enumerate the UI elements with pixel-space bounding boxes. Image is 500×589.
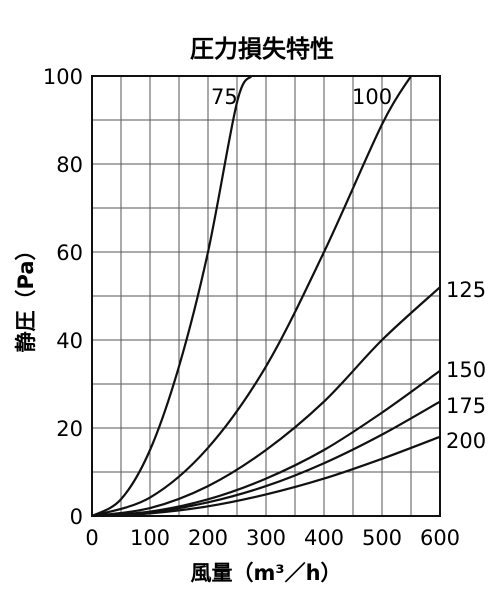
chart-title: 圧力損失特性 xyxy=(190,35,334,63)
y-tick-label: 60 xyxy=(56,241,83,265)
series-labels: 75 100 125 150 175 200 xyxy=(211,85,486,453)
series-label-200: 200 xyxy=(446,429,486,453)
y-tick-label: 100 xyxy=(43,65,83,89)
x-tick-labels: 0 100 200 300 400 500 600 xyxy=(85,526,460,550)
y-tick-label: 80 xyxy=(56,153,83,177)
x-tick-label: 500 xyxy=(362,526,402,550)
series-curve-200 xyxy=(92,435,440,516)
x-axis-label: 風量（m³／h） xyxy=(190,561,341,585)
x-tick-label: 400 xyxy=(304,526,344,550)
series-curves xyxy=(92,76,440,516)
x-tick-label: 0 xyxy=(85,526,98,550)
x-tick-label: 600 xyxy=(420,526,460,550)
x-tick-label: 200 xyxy=(188,526,228,550)
series-label-175: 175 xyxy=(446,394,486,418)
y-tick-label: 0 xyxy=(70,505,83,529)
series-label-150: 150 xyxy=(446,358,486,382)
x-tick-label: 300 xyxy=(246,526,286,550)
y-tick-label: 20 xyxy=(56,417,83,441)
y-axis-label: 静圧（Pa） xyxy=(14,240,38,353)
series-label-75: 75 xyxy=(211,85,238,109)
series-label-125: 125 xyxy=(446,278,486,302)
y-tick-labels: 0 20 40 60 80 100 xyxy=(43,65,83,529)
series-curve-100 xyxy=(92,76,412,516)
series-curve-125 xyxy=(92,286,440,516)
plot-frame xyxy=(91,75,441,517)
series-curve-75 xyxy=(92,76,253,516)
series-label-100: 100 xyxy=(352,85,392,109)
y-tick-label: 40 xyxy=(56,329,83,353)
grid xyxy=(92,76,440,516)
x-tick-label: 100 xyxy=(130,526,170,550)
